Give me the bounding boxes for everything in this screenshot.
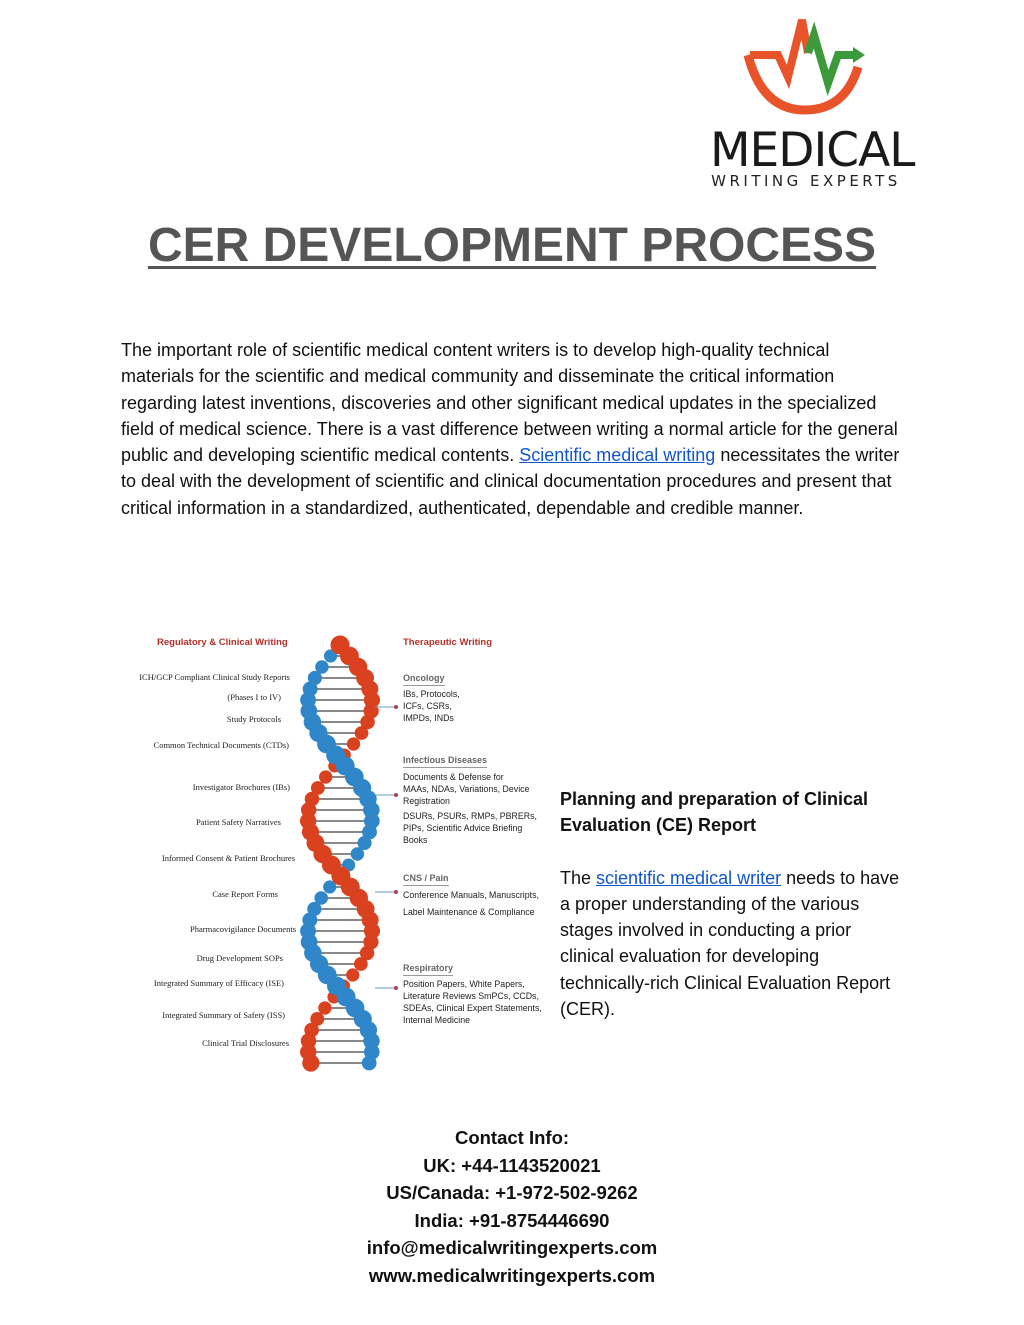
dna-ball [307,670,322,686]
intro-text-cont: necessitates the writer to deal with the… [121,445,900,518]
page-title: CER DEVELOPMENT PROCESS [147,219,877,272]
left-item: ICH/GCP Compliant Clinical Study Reports [139,672,290,682]
section-item: Position Papers, White Papers, [403,979,525,989]
intro-text: The important role of scientific medical… [121,340,898,466]
dna-ball [357,835,372,851]
left-item: Pharmacovigilance Documents [190,924,296,934]
section-title: CNS / Pain [403,873,449,886]
email-address[interactable]: info@medicalwritingexperts.com [366,1237,658,1259]
section-heading: Planning and preparation of Clinical Eva… [560,789,869,836]
dna-ball [323,880,337,894]
section-title: Respiratory [403,963,454,976]
dna-ball [354,726,369,740]
dna-ball [314,891,328,905]
right-heading: Therapeutic Writing [403,637,493,648]
section-item: Documents & Defense for [403,772,504,782]
para-text-cont: needs to have a proper understanding of … [560,867,900,1020]
left-item: Integrated Summary of Safety (ISS) [162,1010,285,1020]
section-item: Literature Reviews SmPCs, CCDs, [403,991,539,1001]
left-item: Common Technical Documents (CTDs) [153,740,289,750]
dna-ball [307,901,322,917]
phone-uk: UK: +44-1143520021 [423,1154,601,1176]
connector-dot [394,705,398,709]
section-item: Books [403,835,428,845]
dna-ball [310,1012,325,1026]
dna-ball [319,770,333,784]
dna-ball [326,745,346,765]
left-item: Case Report Forms [212,889,278,899]
ce-report-section: Planning and preparation of Clinical Eva… [560,786,905,1022]
para-text: The [560,867,597,888]
dna-ball [350,847,365,861]
left-item: Informed Consent & Patient Brochures [161,853,295,863]
section-item: MAAs, NDAs, Variations, Device [403,784,530,794]
website-url[interactable]: www.medicalwritingexperts.com [368,1264,656,1286]
section-paragraph: The scientific medical writer needs to h… [560,865,905,1023]
section-item: ICFs, CSRs, [403,701,452,711]
logo: MEDICAL WRITING EXPERTS [710,15,915,195]
left-item: Investigator Brochures (IBs) [192,782,290,792]
left-item: Drug Development SOPs [196,953,283,963]
left-item: Study Protocols [226,714,281,724]
section-item: IBs, Protocols, [403,689,460,699]
logo-wordmark: MEDICAL [710,123,915,178]
dna-ball [310,781,325,795]
section-item: IMPDs, INDs [403,713,454,723]
section-title: Infectious Diseases [403,755,488,768]
left-item: (Phases I to IV) [227,692,281,702]
intro-paragraph: The important role of scientific medical… [121,337,901,521]
left-item: Integrated Summary of Efficacy (ISE) [153,978,284,988]
section-item: PIPs, Scientific Advice Briefing [403,823,523,833]
section-item: DSURs, PSURs, RMPs, PBRERs, [403,811,537,821]
contact-info: Contact Info: UK: +44-1143520021 US/Cana… [0,1124,1024,1290]
phone-us: US/Canada: +1-972-502-9262 [386,1182,638,1204]
dna-infographic: Regulatory & Clinical Writing Therapeuti… [139,625,560,1085]
dna-ball [331,866,351,886]
connector-dot [394,793,398,797]
dna-ball [327,976,347,996]
dna-ball [346,968,360,982]
left-heading: Regulatory & Clinical Writing [157,637,288,648]
connector-dot [394,890,398,894]
left-item: Patient Safety Narratives [196,817,281,827]
scientific-medical-writing-link[interactable]: Scientific medical writing [519,445,716,466]
section-item: SDEAs, Clinical Expert Statements, [403,1003,542,1013]
section-title: Oncology [403,673,445,686]
dna-ball [354,957,368,971]
scientific-medical-writer-link[interactable]: scientific medical writer [596,867,782,888]
dna-ball [315,660,329,674]
dna-ball [323,649,338,663]
logo-tagline: WRITING EXPERTS [711,172,901,190]
contact-heading: Contact Info: [454,1127,570,1148]
section-item: Label Maintenance & Compliance [403,907,535,917]
dna-ball [318,1001,332,1015]
section-item: Internal Medicine [403,1015,470,1025]
dna-ball [302,1054,320,1072]
dna-helix-image [300,635,398,1072]
dna-ball [330,635,350,655]
dna-ball [346,737,361,751]
section-item: Registration [403,796,450,806]
section-item: Conference Manuals, Manuscripts, [403,890,539,900]
left-item: Clinical Trial Disclosures [202,1038,289,1048]
heartbeat-logo-icon [743,19,865,115]
phone-india: India: +91-8754446690 [414,1209,610,1231]
connector-dot [394,986,398,990]
